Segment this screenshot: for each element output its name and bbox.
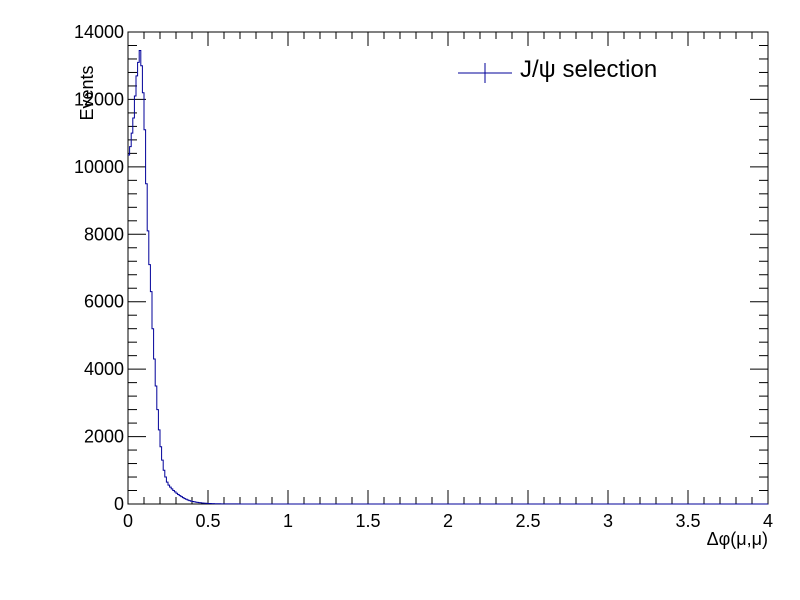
y-axis-ticks: 0 2000 4000 6000 8000 10000 12000 14000 [74,22,768,514]
y-tick-label: 4000 [84,359,124,379]
x-tick-label: 3 [603,511,613,531]
x-axis-ticks: 0 0.5 1 1.5 2 2.5 3 3.5 4 [123,32,773,531]
x-tick-label: 1.5 [355,511,380,531]
x-axis-label: Δφ(μ,μ) [707,529,768,549]
histogram-series-line [128,50,768,505]
x-tick-label: 3.5 [675,511,700,531]
y-axis-label: Events [77,65,97,120]
legend-label: J/ψ selection [520,56,657,83]
x-tick-label: 2 [443,511,453,531]
y-tick-label: 8000 [84,224,124,244]
y-tick-label: 2000 [84,427,124,447]
y-tick-label: 10000 [74,157,124,177]
x-tick-label: 0.5 [195,511,220,531]
plot-frame [127,31,769,505]
x-tick-label: 4 [763,511,773,531]
y-tick-label: 12000 [74,89,124,109]
x-tick-label: 2.5 [515,511,540,531]
y-tick-label: 6000 [84,292,124,312]
x-tick-label: 1 [283,511,293,531]
y-tick-label: 0 [114,494,124,514]
legend: J/ψ selection [458,56,657,83]
x-tick-label: 0 [123,511,133,531]
y-tick-label: 14000 [74,22,124,42]
